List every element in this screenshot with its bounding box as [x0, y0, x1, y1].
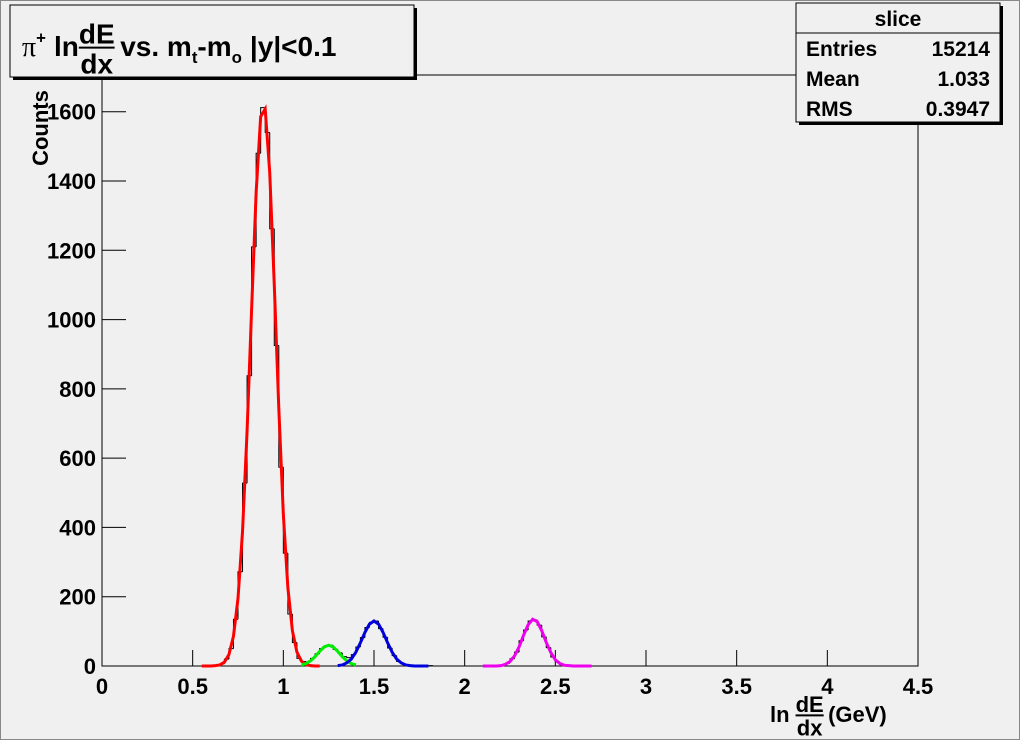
y-axis-label: Counts [28, 90, 53, 166]
stats-label: RMS [806, 98, 853, 121]
title-particle: π [22, 32, 36, 63]
fit-curve [201, 104, 320, 668]
stats-value: 15214 [932, 38, 991, 61]
fit-curve [337, 619, 429, 668]
title-vs: vs. m [120, 31, 192, 62]
x-tick-label: 1 [277, 674, 289, 699]
stats-label: Mean [806, 68, 860, 91]
y-tick-label: 1400 [47, 169, 96, 194]
y-tick-label: 1000 [47, 308, 96, 333]
x-label-unit: (GeV) [828, 702, 887, 727]
x-tick-label: 4.5 [903, 674, 934, 699]
histogram-bin [346, 656, 352, 659]
title-sub: o [232, 48, 242, 67]
plot-area: 0 0.5 1 1.5 2 2.5 3 3.5 4 4.5 0 200 400 600 800 1000 120… [47, 100, 933, 699]
stats-value: 1.033 [937, 68, 990, 91]
stats-title: slice [875, 8, 922, 31]
stats-label: Entries [806, 38, 877, 61]
x-tick-label: 0.5 [177, 674, 208, 699]
frame [101, 74, 919, 667]
x-tick-label: 2 [459, 674, 471, 699]
x-tick-label: 4 [821, 674, 834, 699]
y-tick-label: 200 [59, 585, 96, 610]
title-ln: ln [54, 31, 79, 62]
fit-curve [482, 617, 592, 668]
stats: slice Entries 15214 Mean 1.033 RMS 0.3947 [806, 8, 990, 121]
x-label-ln: ln [770, 702, 790, 727]
title-charge: + [36, 28, 46, 47]
fit-curve [301, 643, 357, 667]
y-tick-label: 600 [59, 446, 96, 471]
title-cut: |y|<0.1 [250, 31, 337, 62]
y-tick-label: 0 [84, 654, 96, 679]
title-sub: t [192, 48, 198, 67]
x-tick-label: 0 [96, 674, 108, 699]
x-tick-label: 1.5 [359, 674, 390, 699]
title-minus: -m [197, 31, 231, 62]
y-tick-label: 400 [59, 515, 96, 540]
y-tick-label: 800 [59, 377, 96, 402]
x-tick-label: 2.5 [540, 674, 571, 699]
title-box [9, 4, 415, 78]
y-tick-label: 1600 [47, 100, 96, 125]
fraction-numerator: dE [79, 18, 115, 49]
fraction-denominator: dx [80, 48, 113, 79]
fraction-numerator: dE [796, 692, 824, 717]
stats-box [795, 2, 1001, 123]
x-tick-label: 3.5 [721, 674, 752, 699]
x-tick-label: 3 [640, 674, 652, 699]
fraction-denominator: dx [797, 716, 823, 740]
stats-value: 0.3947 [926, 98, 990, 121]
y-tick-label: 1200 [47, 238, 96, 263]
